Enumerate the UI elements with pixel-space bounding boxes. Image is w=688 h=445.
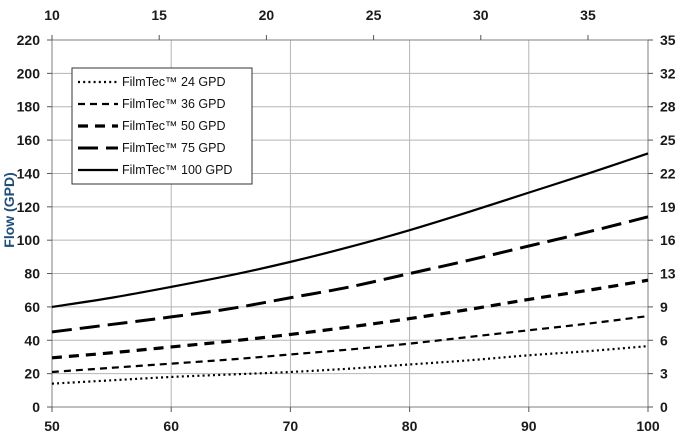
y-left-tick-label: 160	[17, 132, 41, 148]
left-y-axis: 0 20 40 60 80 100 120 140 160 180 200 220	[17, 32, 52, 415]
x-top-tick-label: 25	[366, 7, 382, 23]
y-left-tick-label: 80	[24, 266, 40, 282]
series-line-filmtec-24-gpd	[51, 345, 649, 385]
legend-label: FilmTec™ 75 GPD	[122, 141, 226, 155]
y-left-tick-label: 60	[24, 299, 40, 315]
x-bottom-tick-label: 100	[636, 418, 660, 434]
x-top-tick-label: 10	[44, 7, 60, 23]
bottom-x-axis: 50 60 70 80 90 100	[44, 407, 660, 434]
y-right-tick-label: 25	[660, 132, 676, 148]
series-layer	[51, 152, 649, 385]
y-right-tick-label: 19	[660, 199, 676, 215]
x-bottom-tick-label: 60	[163, 418, 179, 434]
y-left-tick-label: 180	[17, 99, 41, 115]
series-line-filmtec-75-gpd	[51, 215, 649, 334]
series-line-filmtec-50-gpd	[51, 278, 649, 360]
y-axis-label: Flow (GPD)	[1, 172, 17, 247]
y-right-tick-label: 22	[660, 165, 676, 181]
y-left-tick-label: 200	[17, 65, 41, 81]
x-bottom-tick-label: 80	[402, 418, 418, 434]
y-right-tick-label: 0	[660, 399, 668, 415]
x-bottom-tick-label: 50	[44, 418, 60, 434]
legend-label: FilmTec™ 50 GPD	[122, 119, 226, 133]
y-right-tick-label: 3	[660, 366, 668, 382]
x-bottom-tick-label: 70	[283, 418, 299, 434]
y-right-tick-label: 13	[660, 266, 676, 282]
x-bottom-tick-label: 90	[521, 418, 537, 434]
y-right-tick-label: 16	[660, 232, 676, 248]
x-top-tick-label: 35	[580, 7, 596, 23]
series-line-filmtec-36-gpd	[51, 314, 649, 374]
legend-label: FilmTec™ 36 GPD	[122, 97, 226, 111]
y-right-tick-label: 28	[660, 99, 676, 115]
y-right-tick-label: 9	[660, 299, 668, 315]
y-left-tick-label: 40	[24, 332, 40, 348]
legend-label: FilmTec™ 100 GPD	[122, 163, 232, 177]
y-left-tick-label: 140	[17, 165, 41, 181]
y-left-tick-label: 20	[24, 366, 40, 382]
y-left-tick-label: 220	[17, 32, 41, 48]
x-top-tick-label: 20	[259, 7, 275, 23]
legend-label: FilmTec™ 24 GPD	[122, 75, 226, 89]
y-right-tick-label: 32	[660, 65, 676, 81]
y-right-tick-label: 35	[660, 32, 676, 48]
y-left-tick-label: 0	[32, 399, 40, 415]
legend: FilmTec™ 24 GPD FilmTec™ 36 GPD FilmTec™ 5…	[71, 67, 253, 185]
plot-border	[51, 39, 649, 408]
right-y-axis: 0 3 6 9 13 16 19 22 25 28 32 35	[648, 32, 676, 415]
x-top-tick-label: 15	[151, 7, 167, 23]
y-right-tick-label: 6	[660, 332, 668, 348]
y-left-tick-label: 100	[17, 232, 41, 248]
x-top-tick-label: 30	[473, 7, 489, 23]
y-left-tick-label: 120	[17, 199, 41, 215]
series-line-filmtec-100-gpd	[51, 152, 649, 308]
top-x-axis: 10 15 20 25 30 35	[44, 7, 596, 40]
